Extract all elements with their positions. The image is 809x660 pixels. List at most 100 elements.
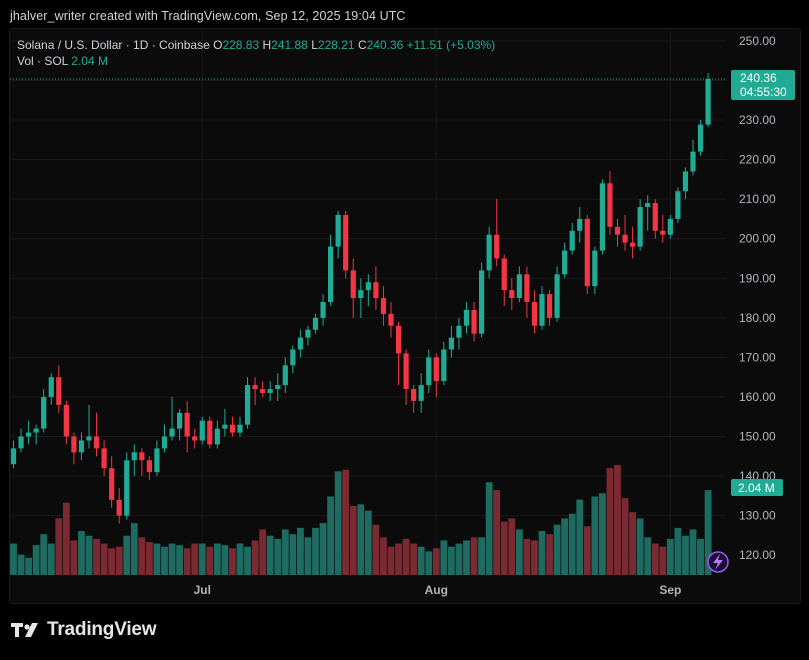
chart-canvas[interactable]: 250.00240.00230.00220.00210.00200.00190.… — [10, 29, 800, 603]
candle-body[interactable] — [365, 282, 371, 291]
candle-body[interactable] — [154, 448, 160, 473]
candle-body[interactable] — [441, 349, 447, 382]
candle-body[interactable] — [630, 242, 636, 247]
candle-body[interactable] — [584, 218, 590, 287]
candle-body[interactable] — [652, 203, 658, 231]
candle-body[interactable] — [71, 436, 77, 453]
candle-body[interactable] — [177, 412, 183, 429]
candle-body[interactable] — [448, 337, 454, 350]
candle-body[interactable] — [335, 214, 341, 247]
candle-body[interactable] — [539, 294, 545, 326]
candle-body[interactable] — [569, 230, 575, 251]
candle-body[interactable] — [297, 337, 303, 350]
candle-body[interactable] — [305, 329, 311, 338]
candle-body[interactable] — [637, 207, 643, 247]
candle-body[interactable] — [599, 183, 605, 251]
candle-body[interactable] — [192, 436, 198, 441]
candle-body[interactable] — [48, 377, 54, 397]
candle-body[interactable] — [214, 428, 220, 445]
candle-body[interactable] — [607, 183, 613, 227]
candle-body[interactable] — [139, 452, 145, 461]
candle-body[interactable] — [320, 302, 326, 318]
candle-body[interactable] — [660, 230, 666, 235]
candle-body[interactable] — [411, 389, 417, 401]
candle-body[interactable] — [350, 270, 356, 299]
candle-body[interactable] — [184, 412, 190, 437]
candle-body[interactable] — [109, 468, 115, 500]
candle-body[interactable] — [614, 226, 621, 235]
candle-body[interactable] — [501, 258, 507, 291]
candle-body[interactable] — [494, 234, 500, 259]
candle-body[interactable] — [463, 309, 470, 326]
candle-body[interactable] — [26, 432, 32, 437]
candle-body[interactable] — [531, 302, 538, 326]
candle-body[interactable] — [667, 218, 673, 235]
candle-body[interactable] — [516, 274, 522, 299]
candle-body[interactable] — [78, 440, 85, 453]
candle-body[interactable] — [577, 218, 583, 231]
symbol-title[interactable]: Solana / U.S. Dollar · 1D · Coinbase — [17, 38, 210, 52]
candle-body[interactable] — [554, 274, 560, 318]
candle-body[interactable] — [433, 357, 439, 382]
candle-body[interactable] — [275, 385, 281, 390]
candle-body[interactable] — [546, 294, 553, 318]
candle-body[interactable] — [169, 428, 175, 437]
candle-body[interactable] — [343, 214, 349, 271]
candle-body[interactable] — [456, 325, 462, 338]
candle-body[interactable] — [86, 436, 92, 441]
candle-body[interactable] — [471, 309, 477, 334]
candle-body[interactable] — [207, 420, 213, 445]
candle-body[interactable] — [418, 385, 424, 401]
candle-body[interactable] — [199, 420, 205, 441]
candle-body[interactable] — [146, 460, 152, 473]
chart-panel[interactable]: 250.00240.00230.00220.00210.00200.00190.… — [9, 28, 801, 604]
candle-body[interactable] — [252, 385, 258, 390]
candle-body[interactable] — [56, 377, 62, 405]
candle-body[interactable] — [63, 404, 69, 437]
candle-body[interactable] — [486, 234, 492, 271]
candle-body[interactable] — [124, 460, 130, 516]
candle-body[interactable] — [116, 499, 122, 516]
candle-body[interactable] — [282, 365, 288, 386]
candle-body[interactable] — [562, 250, 568, 275]
candle-body[interactable] — [682, 171, 689, 192]
volume-bar — [55, 518, 63, 575]
candle-body[interactable] — [690, 151, 696, 172]
candle-body[interactable] — [358, 290, 364, 299]
candle-body[interactable] — [509, 290, 515, 299]
candle-body[interactable] — [328, 246, 334, 302]
candle-body[interactable] — [93, 436, 100, 449]
candle-body[interactable] — [312, 317, 319, 330]
candle-body[interactable] — [131, 452, 137, 461]
candle-body[interactable] — [675, 191, 681, 219]
candle-body[interactable] — [267, 389, 273, 393]
candle-body[interactable] — [524, 274, 530, 302]
candle-body[interactable] — [244, 385, 251, 425]
candle-body[interactable] — [101, 448, 107, 469]
candle-body[interactable] — [237, 424, 243, 433]
candle-body[interactable] — [229, 424, 236, 433]
candle-body[interactable] — [403, 353, 409, 390]
candle-body[interactable] — [373, 282, 379, 299]
candle-body[interactable] — [622, 234, 628, 243]
candle-body[interactable] — [479, 270, 485, 334]
candle-body[interactable] — [388, 313, 394, 326]
candle-body[interactable] — [645, 203, 651, 208]
volume-bar — [70, 540, 78, 575]
candle-body[interactable] — [290, 349, 296, 366]
volume-label[interactable]: Vol · SOL — [17, 54, 68, 68]
candle-body[interactable] — [33, 428, 39, 433]
candle-body[interactable] — [380, 298, 387, 314]
candle-body[interactable] — [41, 396, 47, 429]
candle-body[interactable] — [705, 79, 711, 125]
candle-body[interactable] — [697, 124, 704, 152]
candle-body[interactable] — [426, 357, 432, 386]
candle-body[interactable] — [222, 424, 228, 429]
candle-body[interactable] — [592, 250, 598, 287]
candle-body[interactable] — [260, 389, 266, 393]
candle-body[interactable] — [395, 325, 402, 354]
candle-body[interactable] — [10, 448, 17, 465]
candle-body[interactable] — [18, 436, 24, 449]
tradingview-logo[interactable]: TradingView — [11, 619, 157, 641]
candle-body[interactable] — [161, 436, 168, 449]
